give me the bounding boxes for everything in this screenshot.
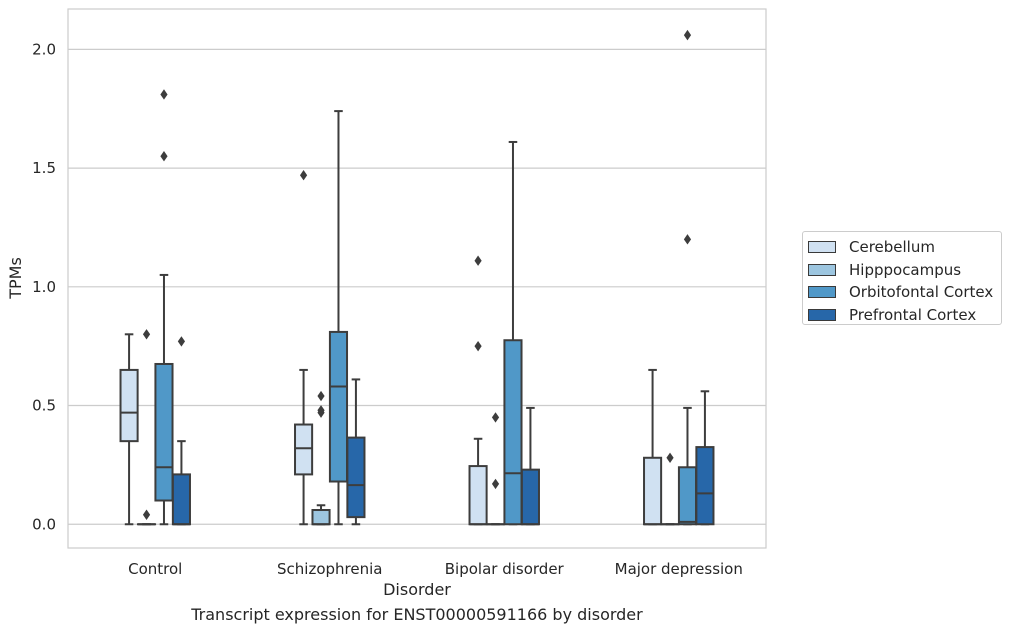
outlier-point [683,234,692,245]
box-iqr [503,339,523,526]
x-tick-label: Schizophrenia [277,560,382,578]
x-tick-label: Major depression [615,560,743,578]
x-tick-labels: Control Schizophrenia Bipolar disorder Majo… [128,560,743,578]
outlier-point [491,478,500,490]
legend-swatch [808,241,836,254]
box-iqr [311,509,331,526]
chart-caption: Transcript expression for ENST0000059116… [191,605,643,624]
box-prefrontal-cortex [520,406,540,526]
outlier-point [177,336,186,347]
y-tick-label: 1.0 [32,278,56,296]
box-iqr [468,465,488,526]
x-tick-label: Control [128,560,182,578]
outlier-point [317,405,325,416]
box-orbitofontal-cortex [154,89,174,526]
legend-swatch [808,263,836,276]
box-cerebellum [294,170,314,526]
box-iqr [520,468,540,526]
outlier-point [666,452,674,463]
box-orbitofontal-cortex [328,110,349,526]
outlier-point [160,89,168,100]
legend-label: Prefrontal Cortex [849,305,977,324]
box-prefrontal-cortex [171,336,191,526]
y-tick-labels: 0.0 0.5 1.0 1.5 2.0 [32,40,56,533]
box-hipppocampus [485,412,506,526]
legend-item: Cerebellum [808,236,1001,259]
outlier-point [160,151,168,162]
box-iqr [346,436,366,519]
box-iqr [171,473,191,526]
y-axis-label: TPMs [6,257,25,300]
legend-label: Hipppocampus [849,260,962,279]
legend-label: Cerebellum [849,238,935,257]
outlier-point [491,412,500,423]
y-tick-label: 2.0 [32,40,56,58]
box-hipppocampus [136,329,157,526]
box-iqr [294,423,314,476]
outlier-point [142,509,151,520]
box-prefrontal-cortex [346,378,366,526]
legend-item: Orbitofontal Cortex [808,281,1001,304]
y-tick-label: 0.5 [32,397,56,415]
box-cerebellum [643,368,663,526]
y-tick-label: 0.0 [32,515,56,533]
outlier-point [474,255,482,266]
legend-item: Prefrontal Cortex [808,304,1001,327]
box-orbitofontal-cortex [503,140,523,526]
legend: Cerebellum Hipppocampus Orbitofontal Corte… [802,231,1002,325]
box-iqr [643,456,663,526]
legend-swatch [808,308,836,321]
x-tick-label: Bipolar disorder [445,560,565,578]
box-orbitofontal-cortex [677,29,698,526]
box-iqr [154,362,174,502]
boxes [119,29,715,526]
outlier-point [474,340,482,352]
box-cerebellum [468,255,488,526]
plot-frame [67,8,767,549]
legend-label: Orbitofontal Cortex [849,283,994,302]
outlier-point [317,390,325,402]
box-hipppocampus [311,390,331,526]
box-cerebellum [119,333,139,526]
y-tick-label: 1.5 [32,159,56,177]
box-iqr [677,466,698,526]
legend-swatch [808,286,836,299]
outlier-point [683,29,692,41]
box-prefrontal-cortex [695,390,715,526]
outlier-point [299,170,308,181]
box-iqr [328,330,349,483]
legend-item: Hipppocampus [808,259,1001,282]
outlier-point [142,329,151,340]
box-iqr [119,368,139,443]
box-iqr [695,446,715,526]
x-axis-label: Disorder [383,580,451,599]
